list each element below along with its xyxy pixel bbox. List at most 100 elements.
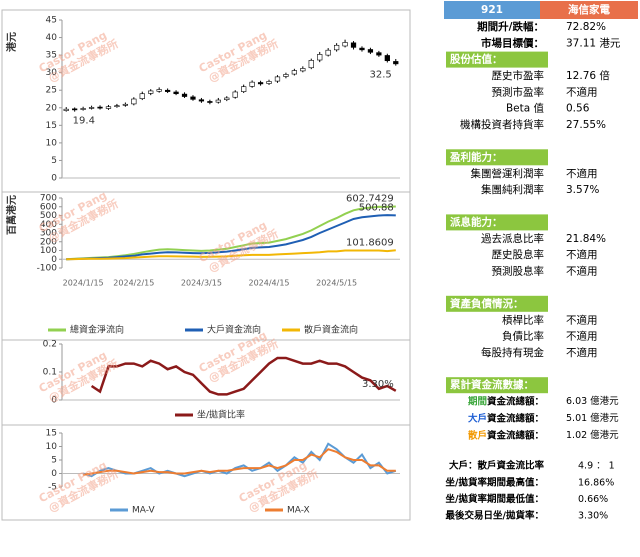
y-tick-label: -100 [37, 264, 58, 274]
y-tick-label: 25 [46, 86, 57, 96]
row-label: 最後交易日坐/拋貨率： [446, 510, 544, 522]
y-tick-label: 0.2 [43, 340, 57, 350]
row-label: Beta 值 [506, 102, 545, 115]
y-tick-label: 30 [46, 68, 58, 78]
candle-body [122, 103, 128, 106]
row-label-rest: 資金流總額： [487, 395, 544, 407]
section-header: 盈利能力： [449, 150, 503, 163]
candle-body [80, 108, 86, 110]
name-cell [540, 1, 638, 19]
row-label: 集團純利潤率 [481, 183, 544, 196]
candle-body [173, 91, 179, 95]
row-label-highlight: 大戶 [468, 412, 487, 424]
row-label: 每股持有現金 [481, 346, 544, 359]
candle-body [131, 98, 137, 105]
row-label: 坐/拋貨率期間最高值： [446, 476, 544, 488]
candle-body [367, 49, 374, 53]
row-value: 1.02 億港元 [566, 429, 619, 441]
candle-body [249, 81, 255, 87]
legend-label: 總資金淨流向 [70, 324, 124, 336]
data-label: 19.4 [73, 116, 95, 127]
data-label: 32.5 [370, 70, 392, 81]
row-value: 不適用 [566, 330, 598, 343]
candle-body [156, 89, 162, 92]
legend-label: MA-V [132, 506, 155, 516]
row-value: 27.55% [566, 119, 606, 131]
candle-body [317, 54, 323, 61]
row-value: 不適用 [566, 167, 598, 180]
candle-body [308, 60, 314, 69]
candle-body [232, 91, 238, 98]
series-line [66, 249, 396, 261]
candle-body [359, 47, 365, 51]
row-label-rest: 資金流總額： [487, 412, 544, 424]
row-value: 不適用 [566, 313, 598, 326]
y-tick-label: 45 [46, 16, 57, 26]
legend-label: 散戶資金流向 [304, 324, 358, 336]
row-value: 21.84% [566, 233, 606, 245]
row-label: 機構投資者持貨率 [460, 118, 544, 131]
candle-body [207, 101, 213, 103]
row-value: 不適用 [566, 265, 598, 278]
row-value: 3.30% [578, 511, 608, 522]
candle-body [190, 96, 196, 100]
candle-body [105, 106, 112, 109]
data-label: 101.8609 [346, 237, 394, 248]
x-tick-label: 2024/2/15 [113, 279, 154, 288]
row-value: 37.11 港元 [566, 37, 621, 49]
y-tick-label: 0 [51, 255, 57, 265]
y-tick-label: 35 [46, 51, 57, 61]
legend-label: 坐/拋貨比率 [197, 409, 245, 421]
y-tick-label: 400 [40, 220, 57, 230]
y-tick-label: 15 [46, 429, 57, 439]
candle-body [198, 99, 205, 102]
y-tick-label: 10 [46, 138, 58, 148]
section-header-bg [446, 149, 548, 166]
y-tick-label: 40 [46, 33, 58, 43]
row-value: 不適用 [566, 346, 598, 359]
row-value: 3.57% [566, 184, 599, 196]
candle-body [148, 90, 154, 94]
candle-body [291, 70, 297, 75]
chart-frame [1, 9, 411, 521]
data-label: 3.30% [362, 379, 394, 390]
candle-body [325, 49, 331, 56]
candle-body [181, 93, 188, 97]
candle-body [342, 42, 348, 47]
code-cell [444, 1, 540, 19]
x-tick-label: 2024/3/15 [181, 279, 222, 288]
stock-name: 海信家電 [568, 3, 610, 16]
row-label: 預測市盈率 [492, 85, 545, 98]
row-value: 16.86% [578, 477, 614, 488]
y-axis-label: 百萬港元 [5, 195, 18, 235]
section-header-bg [446, 51, 548, 68]
row-value: 0.66% [578, 494, 608, 505]
row-label: 集團營運利潤率 [471, 167, 545, 180]
section-header: 派息能力： [450, 215, 503, 228]
y-tick-label: 200 [40, 237, 57, 247]
section-header: 資產負債情況： [450, 297, 524, 310]
candle-body [224, 97, 230, 101]
candle-body [139, 93, 145, 99]
row-label: 預測股息率 [492, 265, 545, 278]
y-tick-label: 500 [40, 211, 57, 221]
row-label: 過去派息比率 [481, 232, 544, 245]
row-value: 72.82% [566, 21, 606, 33]
candle-body [283, 74, 289, 77]
candle-body [63, 108, 69, 111]
y-tick-label: 100 [40, 246, 57, 256]
candle-body [376, 52, 382, 56]
row-value: 0.56 [566, 103, 590, 115]
y-tick-label: 10 [46, 442, 58, 452]
candle-body [300, 68, 306, 72]
candle-body [257, 82, 264, 85]
y-tick-label: 5 [51, 156, 57, 166]
section-header-bg [446, 377, 548, 394]
row-value: 12.76 倍 [566, 69, 610, 82]
y-axis-label: 港元 [5, 32, 18, 52]
section-header: 股份估值： [450, 53, 503, 66]
y-tick-label: 700 [40, 194, 57, 204]
row-label-highlight: 期間 [468, 395, 487, 407]
candle-body [97, 106, 103, 109]
